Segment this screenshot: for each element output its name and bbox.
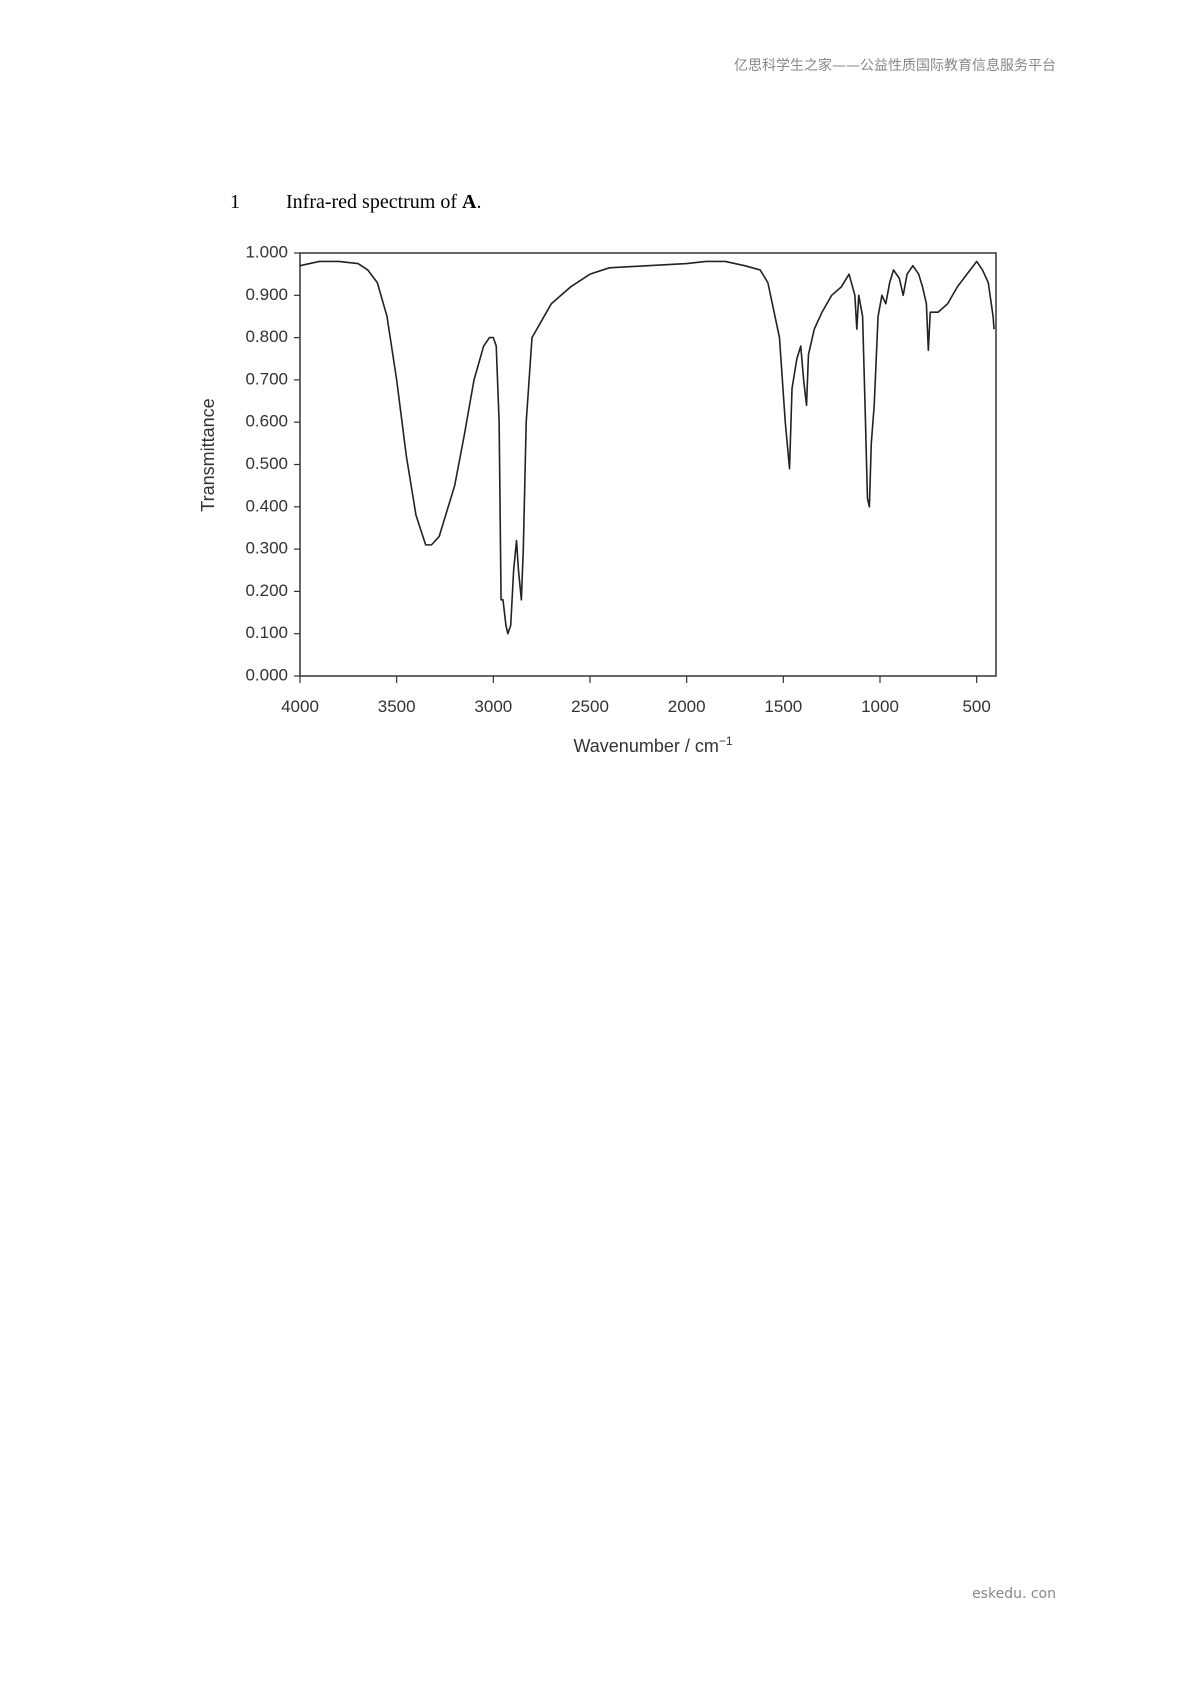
y-tick-label: 0.600	[245, 412, 288, 431]
y-tick-label: 1.000	[245, 242, 288, 261]
x-tick-label: 2500	[571, 697, 609, 716]
x-axis-label-sup: −1	[719, 734, 733, 748]
footer: eskedu. con	[972, 1586, 1056, 1602]
x-tick-label: 3000	[474, 697, 512, 716]
y-axis-label: Transmittance	[198, 398, 218, 511]
caption-emphasis: A	[462, 191, 477, 213]
header: 亿思科学生之家——公益性质国际教育信息服务平台	[734, 57, 1056, 74]
y-tick-label: 0.900	[245, 285, 288, 304]
x-tick-label: 3500	[378, 697, 416, 716]
y-tick-label: 0.300	[245, 539, 288, 558]
caption-number: 1	[230, 191, 240, 213]
caption: Infra-red spectrum of A.	[286, 191, 481, 213]
x-tick-label: 1000	[861, 697, 899, 716]
x-tick-label: 2000	[668, 697, 706, 716]
y-tick-label: 0.100	[245, 623, 288, 642]
y-tick-label: 0.700	[245, 369, 288, 388]
x-tick-label: 4000	[281, 697, 319, 716]
caption-text: Infra-red spectrum of	[286, 191, 462, 213]
y-tick-label: 0.400	[245, 496, 288, 515]
x-tick-label: 500	[962, 697, 990, 716]
plot-frame	[299, 252, 997, 677]
x-tick-label: 1500	[764, 697, 802, 716]
caption-end: .	[476, 191, 481, 213]
y-tick-label: 0.800	[245, 327, 288, 346]
x-axis-label-text: Wavenumber / cm	[573, 736, 718, 756]
y-tick-label: 0.500	[245, 454, 288, 473]
x-axis-label: Wavenumber / cm−1	[573, 734, 732, 756]
y-tick-label: 0.000	[245, 665, 288, 684]
spectrum-line	[299, 260, 995, 635]
y-tick-label: 0.200	[245, 581, 288, 600]
